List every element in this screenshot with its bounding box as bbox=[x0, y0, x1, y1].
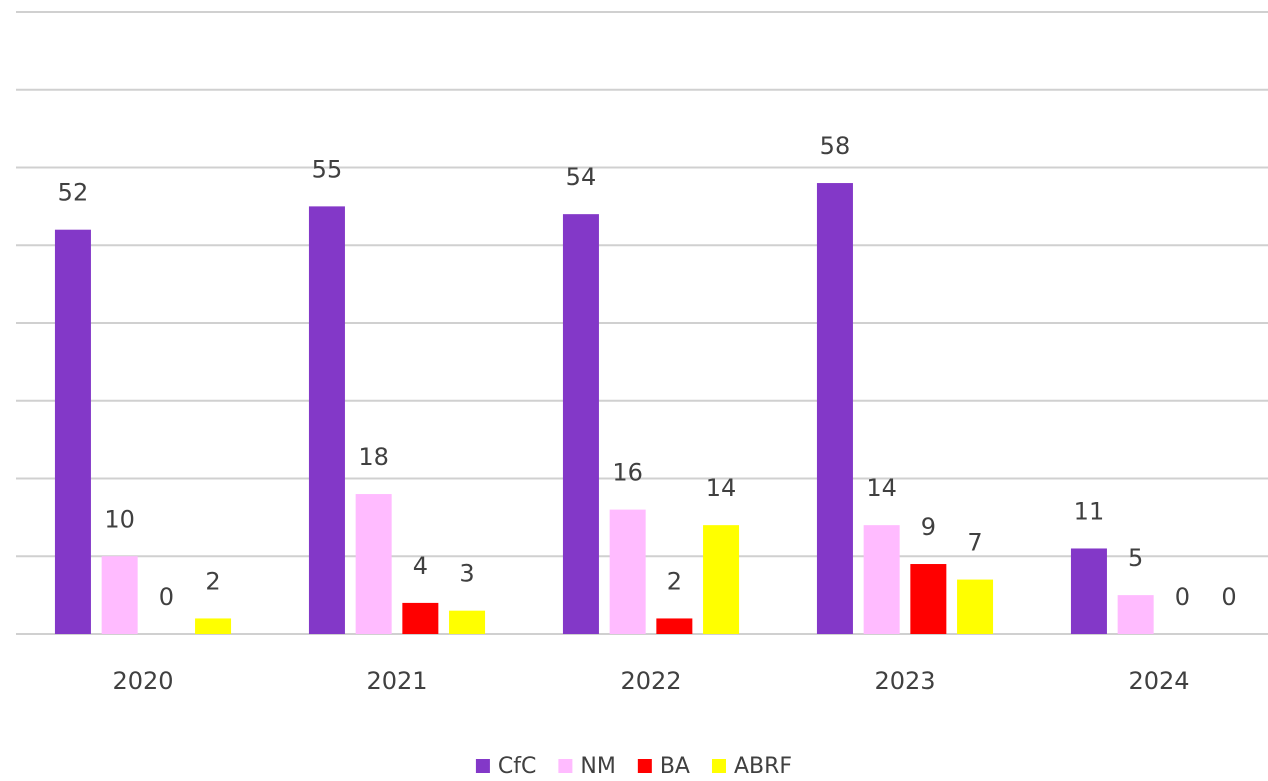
bar bbox=[816, 183, 853, 635]
bar bbox=[703, 525, 740, 634]
data-label: 16 bbox=[612, 459, 643, 487]
data-label: 2 bbox=[667, 567, 682, 595]
legend-swatch bbox=[558, 759, 573, 773]
x-tick-label: 2022 bbox=[620, 667, 681, 695]
legend-label: BA bbox=[660, 754, 690, 779]
legend-swatch bbox=[637, 759, 652, 773]
data-label: 4 bbox=[413, 552, 428, 580]
data-label: 11 bbox=[1074, 497, 1105, 525]
bar bbox=[308, 206, 345, 634]
data-label: 5 bbox=[1128, 544, 1143, 572]
legend-swatch bbox=[475, 759, 490, 773]
bar bbox=[355, 494, 392, 634]
data-label: 14 bbox=[706, 474, 737, 502]
legend-label: NM bbox=[580, 754, 615, 779]
data-label: 10 bbox=[104, 505, 135, 533]
data-label: 58 bbox=[820, 132, 851, 160]
bar bbox=[656, 618, 693, 634]
x-tick-label: 2021 bbox=[366, 667, 427, 695]
bar bbox=[957, 579, 994, 634]
data-label: 7 bbox=[967, 529, 982, 557]
bar bbox=[101, 556, 138, 634]
data-label: 0 bbox=[159, 583, 174, 611]
data-label: 54 bbox=[566, 163, 597, 191]
bar bbox=[449, 610, 486, 634]
data-label: 3 bbox=[459, 560, 474, 588]
data-label: 9 bbox=[921, 513, 936, 541]
legend-label: ABRF bbox=[734, 754, 792, 779]
data-label: 18 bbox=[358, 443, 389, 471]
legend-label: CfC bbox=[498, 754, 536, 779]
data-label: 2 bbox=[205, 567, 220, 595]
bar bbox=[195, 618, 232, 634]
data-label: 0 bbox=[1175, 583, 1190, 611]
bar bbox=[402, 602, 439, 634]
data-label: 0 bbox=[1221, 583, 1236, 611]
bar bbox=[910, 564, 947, 634]
bar bbox=[1070, 548, 1107, 634]
x-tick-label: 2024 bbox=[1128, 667, 1189, 695]
x-tick-label: 2020 bbox=[112, 667, 173, 695]
x-tick-label: 2023 bbox=[874, 667, 935, 695]
data-label: 55 bbox=[312, 155, 343, 183]
bar bbox=[1117, 595, 1154, 634]
bar bbox=[562, 214, 599, 634]
legend-swatch bbox=[711, 759, 726, 773]
bar bbox=[609, 509, 646, 634]
data-label: 14 bbox=[866, 474, 897, 502]
bar bbox=[863, 525, 900, 634]
bar bbox=[54, 229, 91, 634]
data-label: 52 bbox=[58, 179, 89, 207]
